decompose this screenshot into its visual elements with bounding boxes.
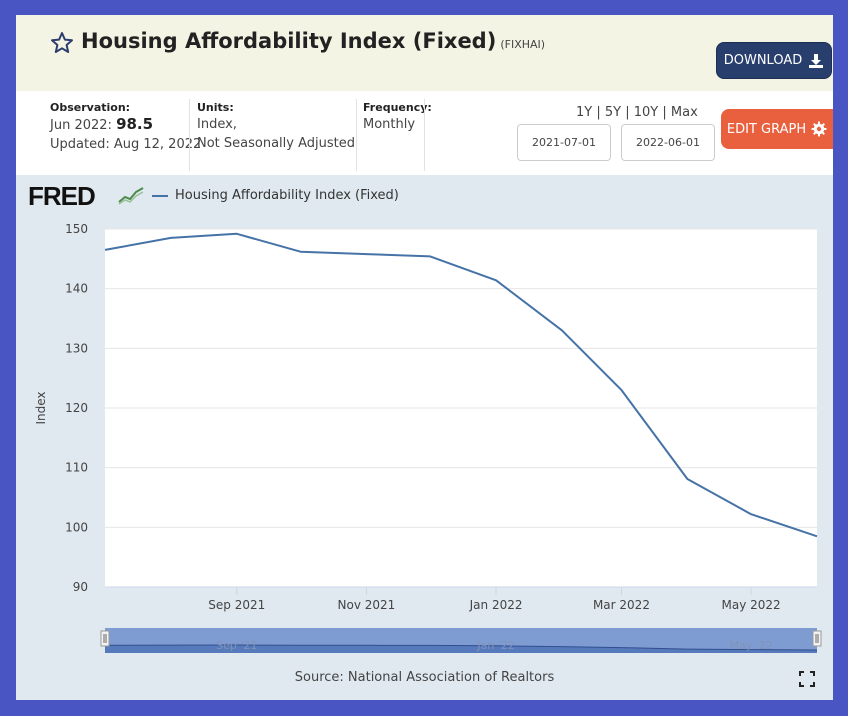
download-label: DOWNLOAD — [723, 53, 803, 68]
start-date-input[interactable]: 2021-07-01 — [517, 124, 611, 161]
frequency-block: Frequency: Monthly — [363, 91, 432, 175]
y-tick-label: 150 — [65, 222, 88, 236]
legend-swatch — [152, 194, 168, 197]
chart-legend: Housing Affordability Index (Fixed) — [152, 188, 399, 203]
navigator-line — [104, 644, 818, 651]
y-tick-label: 140 — [65, 282, 88, 296]
frequency-label: Frequency: — [363, 101, 432, 114]
series-metadata: Observation: Jun 2022: 98.5 Updated: Aug… — [16, 91, 833, 175]
navigator-label: Sep '21 — [216, 639, 257, 652]
range-10y[interactable]: 10Y — [633, 105, 659, 120]
navigator-area — [105, 645, 817, 653]
page-title: Housing Affordability Index (Fixed) (FIXH… — [81, 29, 545, 53]
frequency-value: Monthly — [363, 117, 416, 132]
series-line — [104, 232, 818, 538]
edit-graph-label: EDIT GRAPH — [726, 121, 807, 137]
download-button[interactable]: DOWNLOAD — [716, 42, 832, 79]
y-tick-label: 120 — [65, 401, 88, 415]
series-title: Housing Affordability Index (Fixed) — [81, 29, 497, 53]
gear-icon — [811, 121, 827, 137]
divider — [424, 99, 425, 171]
x-tick-label: Nov 2021 — [338, 598, 396, 612]
star-icon[interactable] — [50, 31, 74, 55]
legend-series-name: Housing Affordability Index (Fixed) — [175, 188, 399, 203]
navigator-label: May '22 — [729, 639, 772, 652]
range-5y[interactable]: 5Y — [604, 105, 622, 120]
x-tick-label: Jan 2022 — [469, 598, 523, 612]
observation-value: 98.5 — [116, 115, 154, 133]
date-range-selector: 1Y | 5Y | 10Y | Max — [576, 105, 698, 120]
navigator-handle[interactable] — [812, 630, 822, 647]
units-line2: Not Seasonally Adjusted — [197, 136, 355, 151]
navigator-label: Jan '22 — [476, 639, 514, 652]
download-icon — [809, 53, 824, 68]
series-ticker: (FIXHAI) — [500, 38, 546, 51]
units-line1: Index, — [197, 117, 237, 132]
divider — [356, 99, 357, 171]
end-date-input[interactable]: 2022-06-01 — [621, 124, 715, 161]
updated-date: Updated: Aug 12, 2022 — [50, 137, 202, 152]
fred-sparkline-icon — [118, 185, 144, 205]
fred-logo: FRED — [28, 181, 96, 211]
y-tick-label: 100 — [65, 520, 88, 534]
navigator-handle[interactable] — [100, 630, 110, 647]
y-tick-label: 110 — [65, 461, 88, 475]
observation-block: Observation: Jun 2022: 98.5 Updated: Aug… — [50, 91, 201, 175]
x-tick-label: Sep 2021 — [208, 598, 265, 612]
x-tick-label: Mar 2022 — [593, 598, 650, 612]
divider — [189, 99, 190, 171]
line-chart[interactable]: 90 100 110 120 130 140 150 Sep 2021 Nov 2021 Jan … — [16, 220, 833, 665]
units-block: Units: Index, Not Seasonally Adjusted — [197, 91, 355, 175]
header: Housing Affordability Index (Fixed) (FIXH… — [16, 15, 833, 91]
observation-date: Jun 2022: — [50, 118, 112, 133]
observation-label: Observation: — [50, 101, 131, 114]
range-1y[interactable]: 1Y — [576, 105, 593, 120]
y-axis-label: Index — [34, 391, 48, 424]
y-tick-label: 130 — [65, 341, 88, 355]
x-tick-label: May 2022 — [722, 598, 781, 612]
fullscreen-icon[interactable] — [799, 671, 815, 687]
chart-source: Source: National Association of Realtors — [294, 670, 555, 685]
observation-line: Jun 2022: 98.5 — [50, 115, 201, 135]
range-max[interactable]: Max — [670, 105, 698, 120]
units-label: Units: — [197, 101, 234, 114]
y-tick-label: 90 — [73, 580, 88, 594]
fred-graph-panel: Housing Affordability Index (Fixed) (FIXH… — [16, 15, 833, 700]
edit-graph-button[interactable]: EDIT GRAPH — [721, 109, 833, 149]
